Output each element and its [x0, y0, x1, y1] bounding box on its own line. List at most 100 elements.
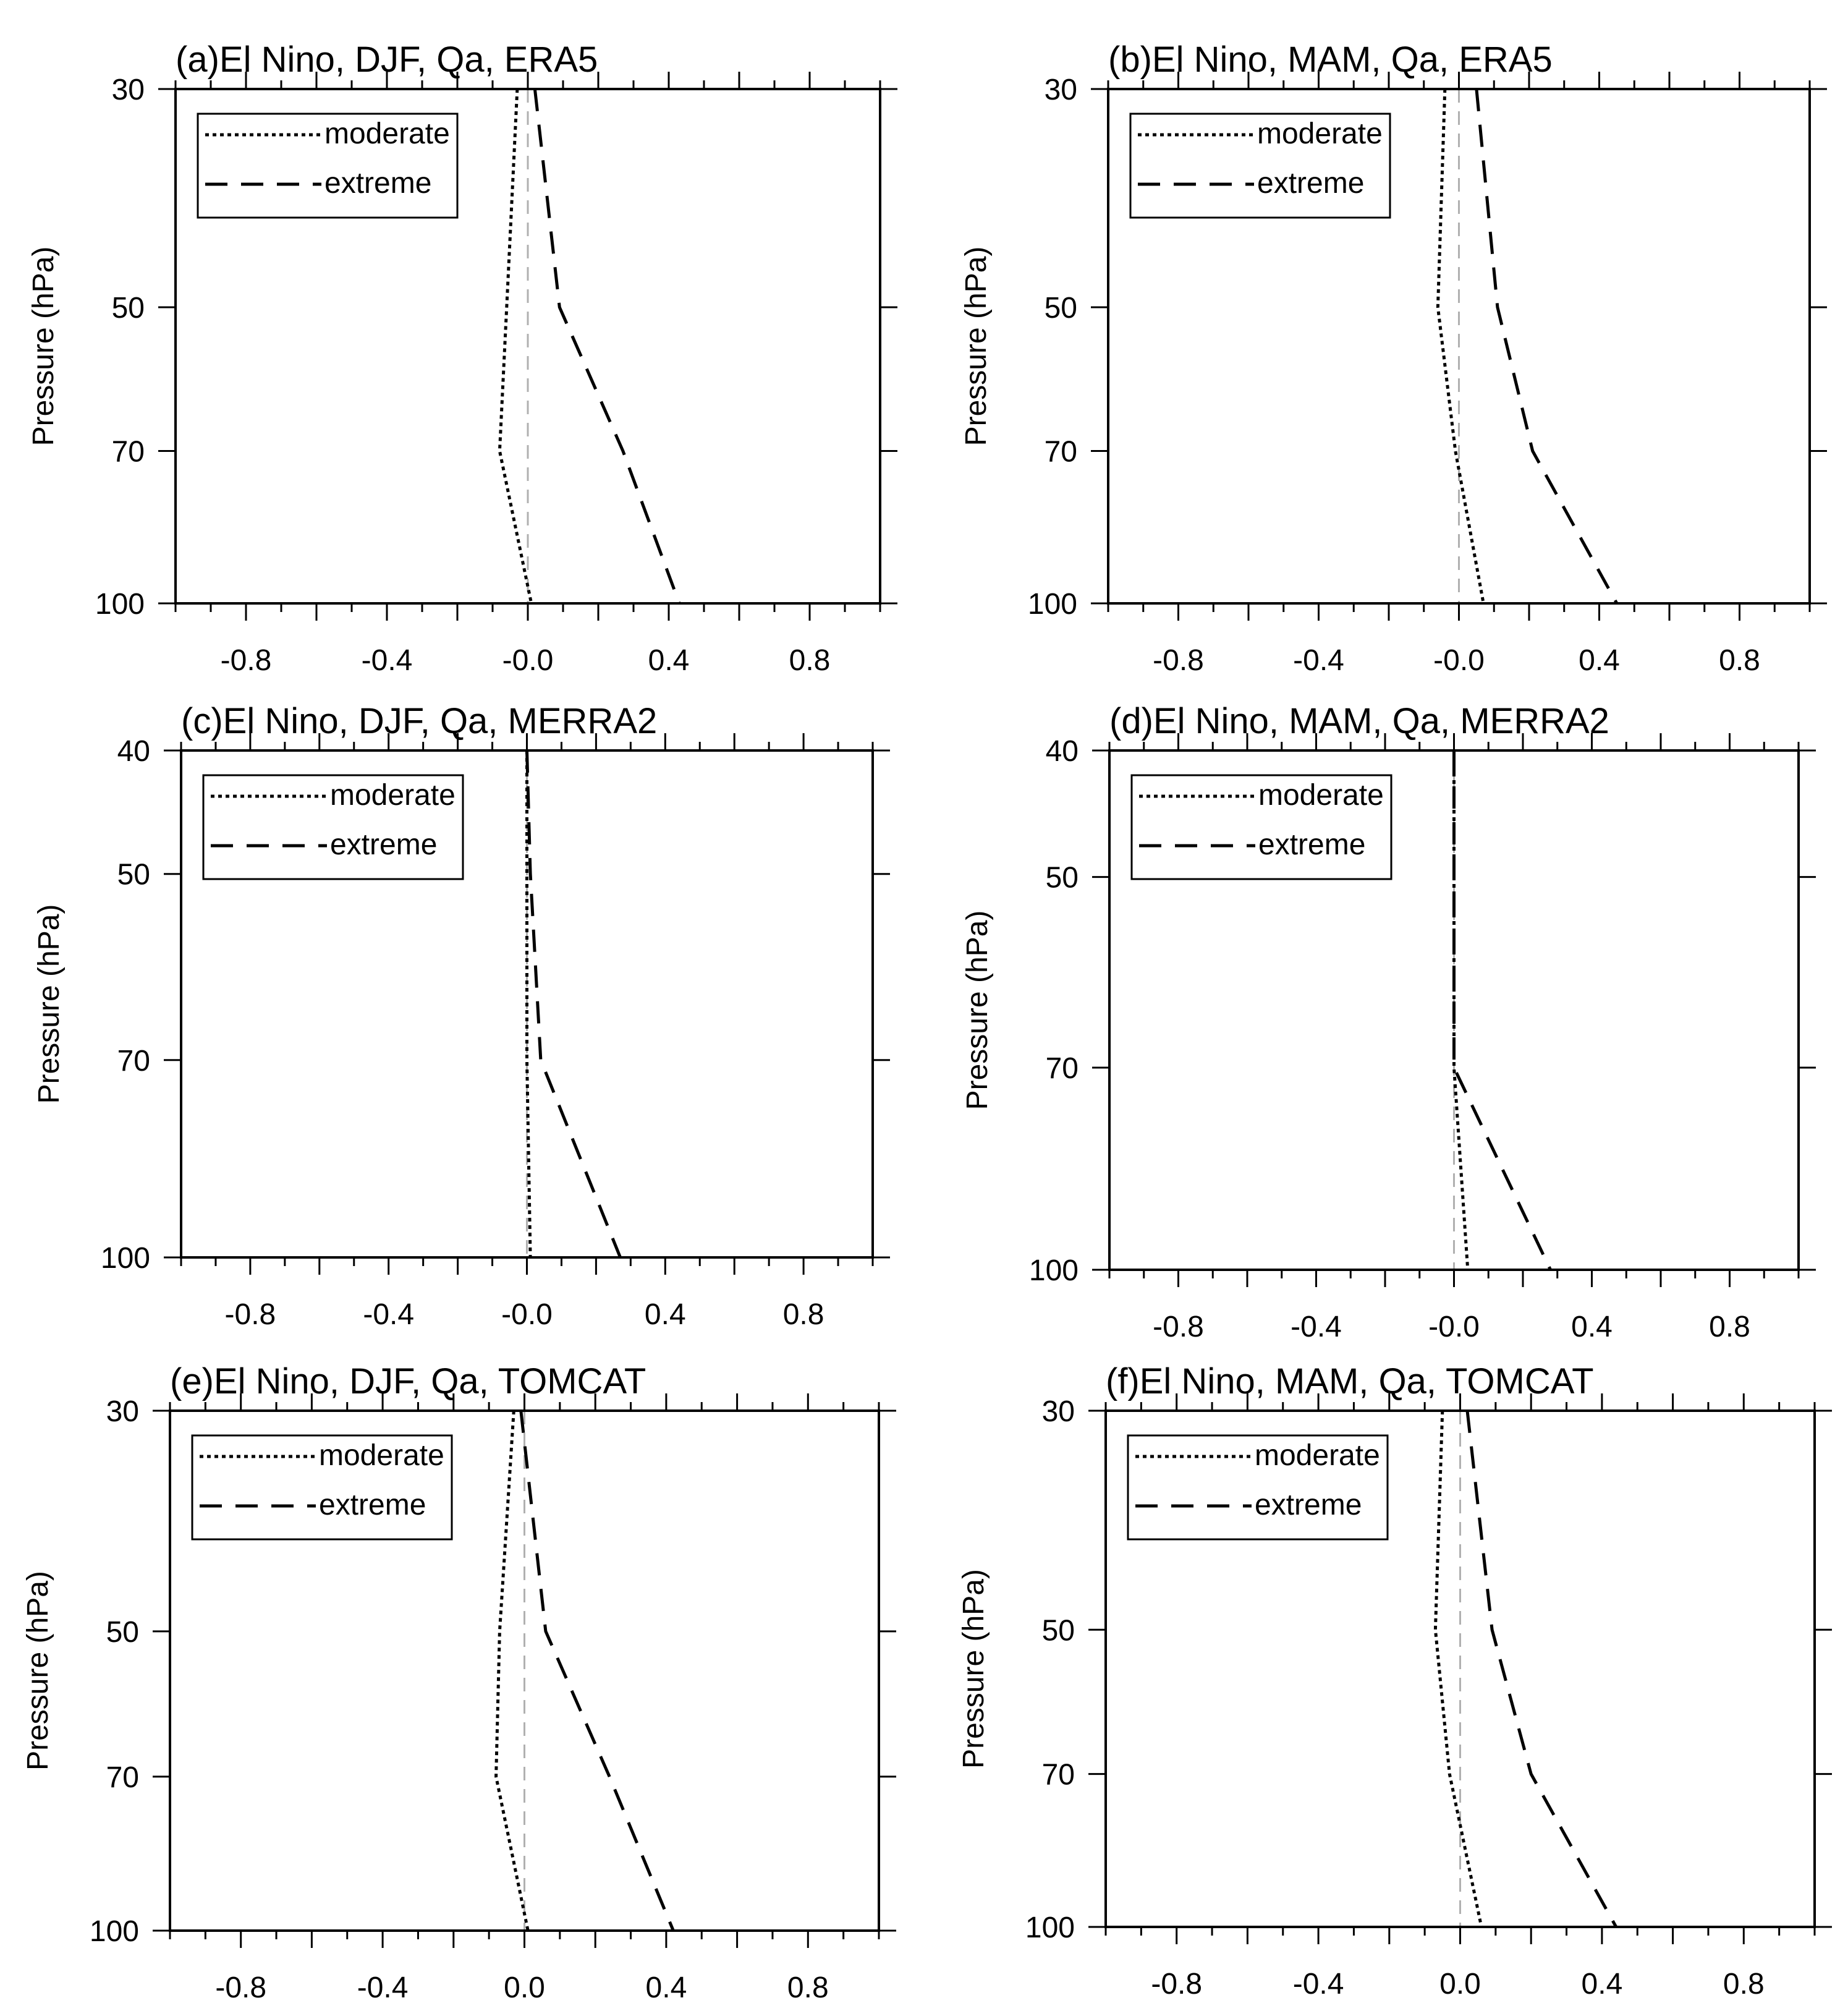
series-line-moderate [494, 1410, 530, 1931]
x-tick-label: -0.4 [1291, 1311, 1342, 1343]
y-tick-label: 100 [95, 588, 145, 621]
series-line-moderate [525, 750, 532, 1258]
y-axis-label: Pressure (hPa) [22, 1571, 54, 1771]
y-tick-label: 100 [1029, 1254, 1079, 1287]
series-line-extreme [525, 750, 622, 1258]
y-tick-label: 70 [1042, 1759, 1075, 1792]
x-tick-label: -0.4 [1293, 1968, 1344, 2000]
y-tick-label: 40 [117, 735, 150, 768]
x-tick-label: -0.8 [221, 644, 272, 677]
legend-label-extreme: extreme [324, 167, 431, 200]
legend-label-moderate: moderate [1257, 117, 1383, 150]
panel-e: (e)El Nino, DJF, Qa, TOMCAT Pressure (hPa… [22, 1361, 896, 2004]
y-tick-label: 70 [117, 1045, 150, 1078]
x-tick-label: 0.8 [789, 644, 831, 677]
x-tick-label: 0.8 [1719, 644, 1760, 677]
x-tick-label: 0.4 [648, 644, 690, 677]
panel-title: (f)El Nino, MAM, Qa, TOMCAT [1106, 1361, 1594, 1401]
y-tick-label: 50 [1046, 862, 1079, 895]
x-tick-label: 0.8 [1723, 1968, 1765, 2000]
panel-title: (e)El Nino, DJF, Qa, TOMCAT [170, 1361, 646, 1401]
legend-box [1129, 113, 1391, 219]
y-axis-label: Pressure (hPa) [27, 247, 60, 446]
series-line-extreme [1465, 1410, 1617, 1928]
x-tick-label: -0.0 [1433, 644, 1485, 677]
legend-label-extreme: extreme [319, 1489, 426, 1521]
legend-label-extreme: extreme [1258, 828, 1365, 861]
y-tick-label: 50 [117, 859, 150, 891]
x-tick-label: 0.0 [504, 1971, 545, 2004]
x-tick-label: 0.4 [1582, 1968, 1623, 2000]
legend-label-extreme: extreme [1255, 1489, 1362, 1521]
legend-box [197, 113, 459, 219]
y-tick-label: 70 [112, 436, 145, 469]
series-line-moderate [1452, 750, 1470, 1270]
x-tick-label: 0.0 [1439, 1968, 1481, 2000]
y-tick-label: 30 [112, 74, 145, 106]
y-tick-label: 100 [1025, 1911, 1075, 1944]
x-tick-label: 0.4 [645, 1298, 686, 1331]
x-tick-label: 0.8 [787, 1971, 829, 2004]
series-line-moderate [498, 88, 533, 604]
series-line-extreme [1475, 88, 1619, 605]
y-axis-label: Pressure (hPa) [33, 904, 66, 1104]
y-tick-label: 50 [106, 1616, 139, 1649]
legend-label-moderate: moderate [324, 117, 450, 150]
x-tick-label: -0.8 [1151, 1968, 1202, 2000]
panel-title: (c)El Nino, DJF, Qa, MERRA2 [181, 701, 657, 741]
legend-box [1130, 774, 1392, 880]
x-tick-label: -0.0 [502, 644, 554, 677]
legend-box [202, 774, 464, 880]
series-line-extreme [1452, 750, 1552, 1271]
y-tick-label: 40 [1046, 735, 1079, 768]
legend-label-moderate: moderate [1255, 1439, 1380, 1472]
y-tick-label: 70 [1045, 436, 1077, 469]
panel-title: (b)El Nino, MAM, Qa, ERA5 [1108, 40, 1553, 80]
series-line-moderate [1436, 88, 1485, 604]
y-tick-label: 70 [106, 1761, 139, 1794]
y-tick-label: 30 [1042, 1395, 1075, 1428]
x-tick-label: 0.8 [783, 1298, 824, 1331]
x-tick-label: -0.8 [225, 1298, 276, 1331]
x-tick-label: -0.8 [215, 1971, 266, 2004]
y-tick-label: 30 [1045, 74, 1077, 106]
x-tick-label: 0.4 [646, 1971, 687, 2004]
panel-d: (d)El Nino, MAM, Qa, MERRA2 Pressure (hPa… [961, 701, 1816, 1343]
legend-label-extreme: extreme [1257, 167, 1364, 200]
y-tick-label: 70 [1046, 1052, 1079, 1085]
legend-label-extreme: extreme [330, 828, 437, 861]
x-tick-label: -0.4 [362, 644, 413, 677]
panel-title: (d)El Nino, MAM, Qa, MERRA2 [1109, 701, 1609, 741]
series-line-extreme [533, 88, 681, 604]
legend-label-moderate: moderate [1258, 779, 1384, 812]
legend-box [191, 1434, 453, 1541]
x-tick-label: -0.0 [1428, 1311, 1480, 1343]
y-tick-label: 50 [1045, 292, 1077, 325]
legend-label-moderate: moderate [330, 779, 456, 812]
panel-b: (b)El Nino, MAM, Qa, ERA5 Pressure (hPa) -… [960, 40, 1827, 677]
x-tick-label: -0.0 [501, 1298, 553, 1331]
y-tick-label: 50 [1042, 1614, 1075, 1647]
y-axis-label: Pressure (hPa) [957, 1569, 990, 1769]
x-tick-label: -0.4 [1293, 644, 1344, 677]
x-tick-label: -0.8 [1153, 644, 1204, 677]
panel-c: (c)El Nino, DJF, Qa, MERRA2 Pressure (hPa… [33, 701, 890, 1331]
y-tick-label: 30 [106, 1395, 139, 1428]
panel-f: (f)El Nino, MAM, Qa, TOMCAT Pressure (hPa… [957, 1361, 1832, 2000]
y-tick-label: 100 [101, 1242, 150, 1275]
series-line-extreme [519, 1410, 675, 1931]
y-axis-label: Pressure (hPa) [960, 247, 993, 446]
series-line-moderate [1433, 1410, 1483, 1928]
x-tick-label: -0.4 [363, 1298, 414, 1331]
x-tick-label: 0.4 [1579, 644, 1620, 677]
y-axis-label: Pressure (hPa) [961, 911, 994, 1110]
legend-box [1127, 1434, 1389, 1541]
legend-label-moderate: moderate [319, 1439, 444, 1472]
x-tick-label: 0.8 [1709, 1311, 1750, 1343]
y-tick-label: 100 [1028, 588, 1077, 621]
y-tick-label: 100 [90, 1915, 139, 1948]
y-tick-label: 50 [112, 292, 145, 325]
x-tick-label: 0.4 [1571, 1311, 1613, 1343]
